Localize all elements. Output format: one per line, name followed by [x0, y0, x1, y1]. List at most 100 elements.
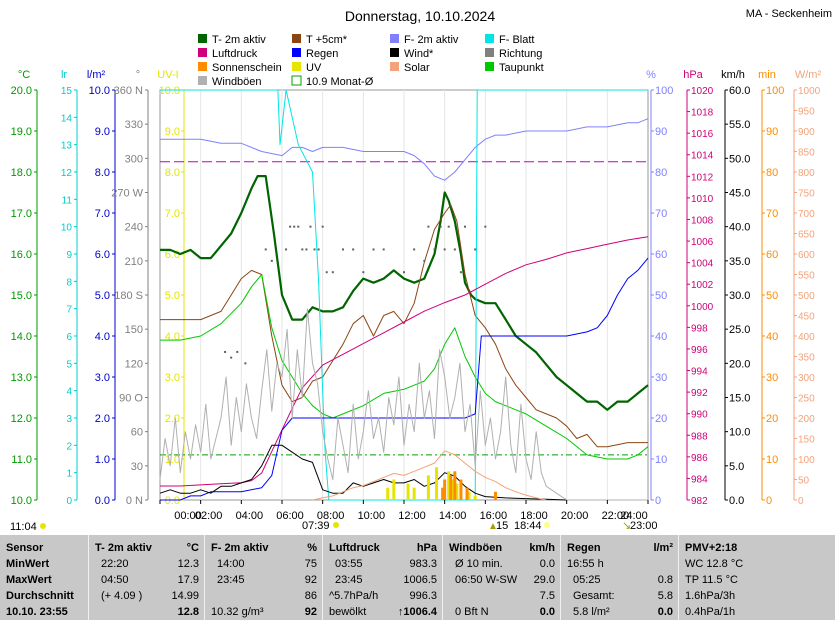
y-tick-label-sun_min: 10	[766, 454, 778, 466]
sunset-icon	[544, 522, 550, 528]
y-tick-label-uv: 7.0	[165, 208, 180, 220]
y-tick-label-humidity: 90	[655, 126, 667, 138]
y-tick-label-dir: 0 N	[126, 495, 143, 507]
stats-unit: °C	[186, 542, 199, 554]
x-tick-label: 10:00	[358, 510, 386, 522]
stats-value: 12.8	[177, 606, 199, 618]
legend-label: F- 2m aktiv	[404, 34, 459, 46]
y-tick-label-wind: 10.0	[729, 427, 750, 439]
y-tick-label-solar: 400	[798, 332, 815, 343]
y-tick-label-temp: 20.0	[11, 85, 32, 97]
stats-unit: %	[307, 542, 317, 554]
y-tick-label-pressure: 1012	[691, 172, 714, 183]
direction-point	[224, 350, 227, 353]
stats-head: Windböen	[449, 542, 503, 554]
legend-label: Luftdruck	[212, 48, 258, 60]
y-tick-label-rain: 3.0	[95, 372, 110, 384]
y-tick-label-pressure: 1008	[691, 215, 714, 226]
y-tick-label-rain: 7.0	[95, 208, 110, 220]
y-tick-label-pressure: 996	[691, 345, 708, 356]
stats-panel: Sensor MinWert MaxWert Durchschnitt 10.1…	[0, 535, 835, 620]
stats-value: 1006.5	[403, 574, 437, 586]
bar-uv	[473, 495, 477, 500]
x-tick-label: 06:00	[276, 510, 304, 522]
stats-value: 7.5	[539, 590, 555, 602]
stats-time: 23:45	[335, 574, 363, 586]
y-tick-label-solar: 500	[798, 291, 815, 302]
bar-sonnenschein	[453, 471, 457, 500]
x-tick-label: 02:00	[195, 510, 223, 522]
y-tick-label-solar: 950	[798, 107, 815, 118]
stats-col-humidity: F- 2m aktiv% 14:00 75 23:45 92 86 10.32 g/…	[205, 535, 321, 620]
axis-unit-label: lr	[61, 69, 67, 81]
axis-unit-label: l/m²	[87, 69, 106, 81]
marker-sunset-time: 18:44	[514, 520, 542, 532]
marker-sunrise-time: 07:39	[302, 520, 330, 532]
y-tick-label-leaf: 10	[61, 223, 73, 234]
stats-head: Luftdruck	[329, 542, 380, 554]
stats-value: TP 11.5 °C	[685, 574, 738, 586]
y-tick-label-temp: 15.0	[11, 290, 32, 302]
stats-head: PMV+2:18	[685, 542, 738, 554]
direction-point	[427, 225, 430, 228]
stats-time: (+ 4.09 )	[101, 590, 143, 602]
y-tick-label-pressure: 994	[691, 367, 708, 378]
stats-col-temp: T- 2m aktiv °C 22:20 12.3 04:50 17.9 (+ 4.0…	[89, 535, 203, 620]
y-tick-label-temp: 12.0	[11, 413, 32, 425]
y-tick-label-rain: 2.0	[95, 413, 110, 425]
y-tick-label-solar: 100	[798, 455, 815, 466]
stats-value: 92	[304, 574, 317, 586]
stats-value: WC 12.8 °C	[685, 558, 744, 570]
legend-swatch	[292, 34, 301, 43]
stats-time: bewölkt	[329, 606, 367, 618]
direction-point	[236, 350, 239, 353]
weather-chart: Donnerstag, 10.10.2024 MA - Seckenheim T…	[10, 8, 832, 533]
bar-sonnenschein	[441, 487, 445, 500]
sunrise-icon	[333, 522, 339, 528]
y-tick-label-dir: 120	[125, 358, 143, 370]
y-tick-label-pressure: 1016	[691, 129, 714, 140]
axis-unit-label: °C	[18, 69, 30, 81]
stats-value: 1006.4	[403, 606, 437, 618]
y-tick-label-pressure: 1018	[691, 108, 714, 119]
x-tick-label: 12:00	[398, 510, 426, 522]
stats-time: 22:20	[101, 558, 129, 570]
y-tick-label-rain: 4.0	[95, 331, 110, 343]
stats-col-pmv: PMV+2:18 WC 12.8 °C TP 11.5 °C 1.6hPa/3h…	[679, 535, 835, 620]
x-tick-label: 16:00	[480, 510, 508, 522]
y-tick-label-leaf: 15	[61, 86, 73, 97]
direction-point	[270, 259, 273, 262]
direction-point	[433, 248, 436, 251]
bar-uv	[386, 487, 390, 500]
y-tick-label-sun_min: 20	[766, 413, 778, 425]
y-tick-label-sun_min: 90	[766, 126, 778, 138]
legend-swatch	[291, 75, 302, 86]
y-tick-label-humidity: 50	[655, 290, 667, 302]
direction-point	[244, 362, 247, 365]
chart-legend: T- 2m aktiv T +5cm* F- 2m aktiv F- Blatt Luf…	[198, 34, 544, 88]
stats-head: Regen	[567, 542, 601, 554]
y-tick-label-humidity: 30	[655, 372, 667, 384]
stats-col-wind: Windböen km/h Ø 10 min. 0.0 06:50 W-SW 29.0…	[443, 535, 559, 620]
y-tick-label-wind: 5.0	[729, 461, 744, 473]
y-tick-label-temp: 10.0	[11, 495, 32, 507]
y-tick-label-uv: 4.0	[165, 331, 180, 343]
direction-point	[474, 248, 477, 251]
legend-swatch	[292, 62, 301, 71]
direction-point	[325, 271, 328, 274]
stats-head: Sensor	[6, 542, 44, 554]
legend-label: 10.9 Monat-Ø	[306, 76, 374, 88]
y-tick-label-dir: 30	[131, 461, 143, 473]
stats-value: 0.4hPa/1h	[685, 606, 736, 618]
stats-label: Durchschnitt	[6, 590, 74, 602]
y-tick-label-leaf: 12	[61, 168, 73, 179]
y-tick-label-humidity: 40	[655, 331, 667, 343]
y-tick-label-pressure: 992	[691, 388, 708, 399]
y-tick-label-humidity: 20	[655, 413, 667, 425]
y-tick-label-solar: 350	[798, 353, 815, 364]
legend-label: Regen	[306, 48, 338, 60]
axes: 20.019.018.017.016.015.014.013.012.011.0…	[11, 85, 821, 507]
bar-uv	[406, 483, 410, 500]
x-tick-label: 04:00	[236, 510, 264, 522]
y-tick-label-wind: 35.0	[729, 256, 750, 268]
